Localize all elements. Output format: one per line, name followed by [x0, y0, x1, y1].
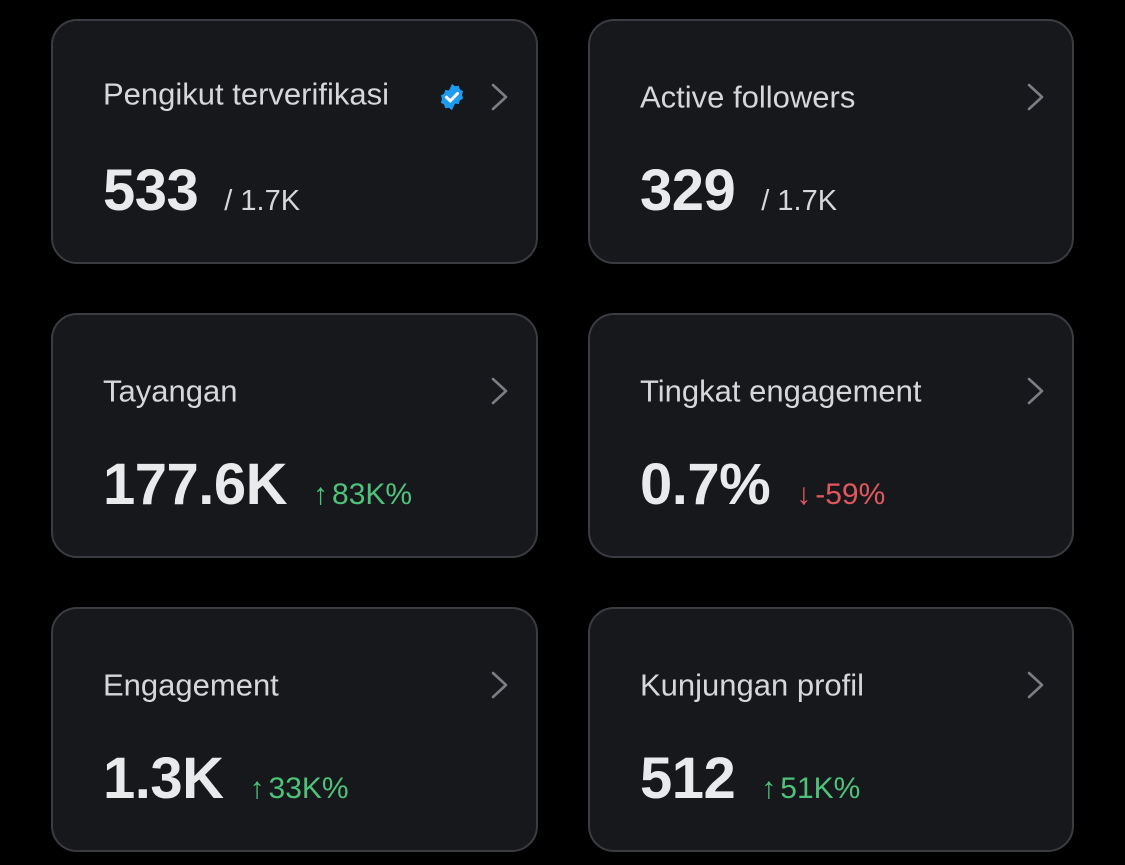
card-active-followers[interactable]: Active followers 329 / 1.7K [588, 19, 1074, 264]
card-title: Pengikut terverifikasi [103, 76, 390, 112]
card-profile-visits[interactable]: Kunjungan profil 512 ↑ 51K% [588, 607, 1074, 852]
metric-row: 177.6K ↑ 83K% [103, 455, 412, 515]
metric-row: 1.3K ↑ 33K% [103, 749, 349, 809]
card-impressions[interactable]: Tayangan 177.6K ↑ 83K% [51, 313, 538, 558]
metric-value: 177.6K [103, 452, 288, 517]
card-title: Engagement [103, 667, 279, 703]
metric-value: 329 [640, 158, 736, 223]
analytics-grid: Pengikut terverifikasi 533 / 1.7K Active… [51, 19, 1074, 852]
arrow-down-icon: ↓ [796, 478, 812, 511]
card-title: Active followers [640, 79, 856, 115]
delta-value: 33K% [268, 772, 349, 805]
delta-value: 83K% [332, 478, 413, 511]
chevron-right-icon [1027, 671, 1044, 699]
metric-row: 533 / 1.7K [103, 161, 300, 221]
delta-change: ↑ 51K% [761, 772, 860, 806]
card-title: Kunjungan profil [640, 667, 865, 703]
metric-value: 0.7% [640, 452, 771, 517]
delta-change: ↑ 33K% [250, 772, 349, 806]
metric-row: 512 ↑ 51K% [640, 749, 860, 809]
metric-value: 533 [103, 158, 199, 223]
card-engagement-rate[interactable]: Tingkat engagement 0.7% ↓ -59% [588, 313, 1074, 558]
chevron-right-icon [1027, 377, 1044, 405]
metric-total: / 1.7K [761, 185, 838, 217]
arrow-up-icon: ↑ [761, 772, 777, 805]
chevron-right-icon [491, 377, 508, 405]
metric-value: 1.3K [103, 746, 224, 811]
chevron-right-icon [491, 83, 508, 111]
metric-row: 329 / 1.7K [640, 161, 837, 221]
delta-change: ↓ -59% [796, 478, 885, 512]
card-engagements[interactable]: Engagement 1.3K ↑ 33K% [51, 607, 538, 852]
chevron-right-icon [491, 671, 508, 699]
arrow-up-icon: ↑ [313, 478, 329, 511]
delta-value: 51K% [780, 772, 861, 805]
metric-value: 512 [640, 746, 736, 811]
delta-value: -59% [815, 478, 886, 511]
chevron-right-icon [1027, 83, 1044, 111]
metric-total: / 1.7K [224, 185, 301, 217]
delta-change: ↑ 83K% [313, 478, 412, 512]
card-title: Tayangan [103, 373, 238, 409]
verified-badge-icon [440, 83, 464, 111]
arrow-up-icon: ↑ [249, 772, 265, 805]
card-title: Tingkat engagement [640, 373, 922, 409]
card-verified-followers[interactable]: Pengikut terverifikasi 533 / 1.7K [51, 19, 538, 264]
metric-row: 0.7% ↓ -59% [640, 455, 885, 515]
